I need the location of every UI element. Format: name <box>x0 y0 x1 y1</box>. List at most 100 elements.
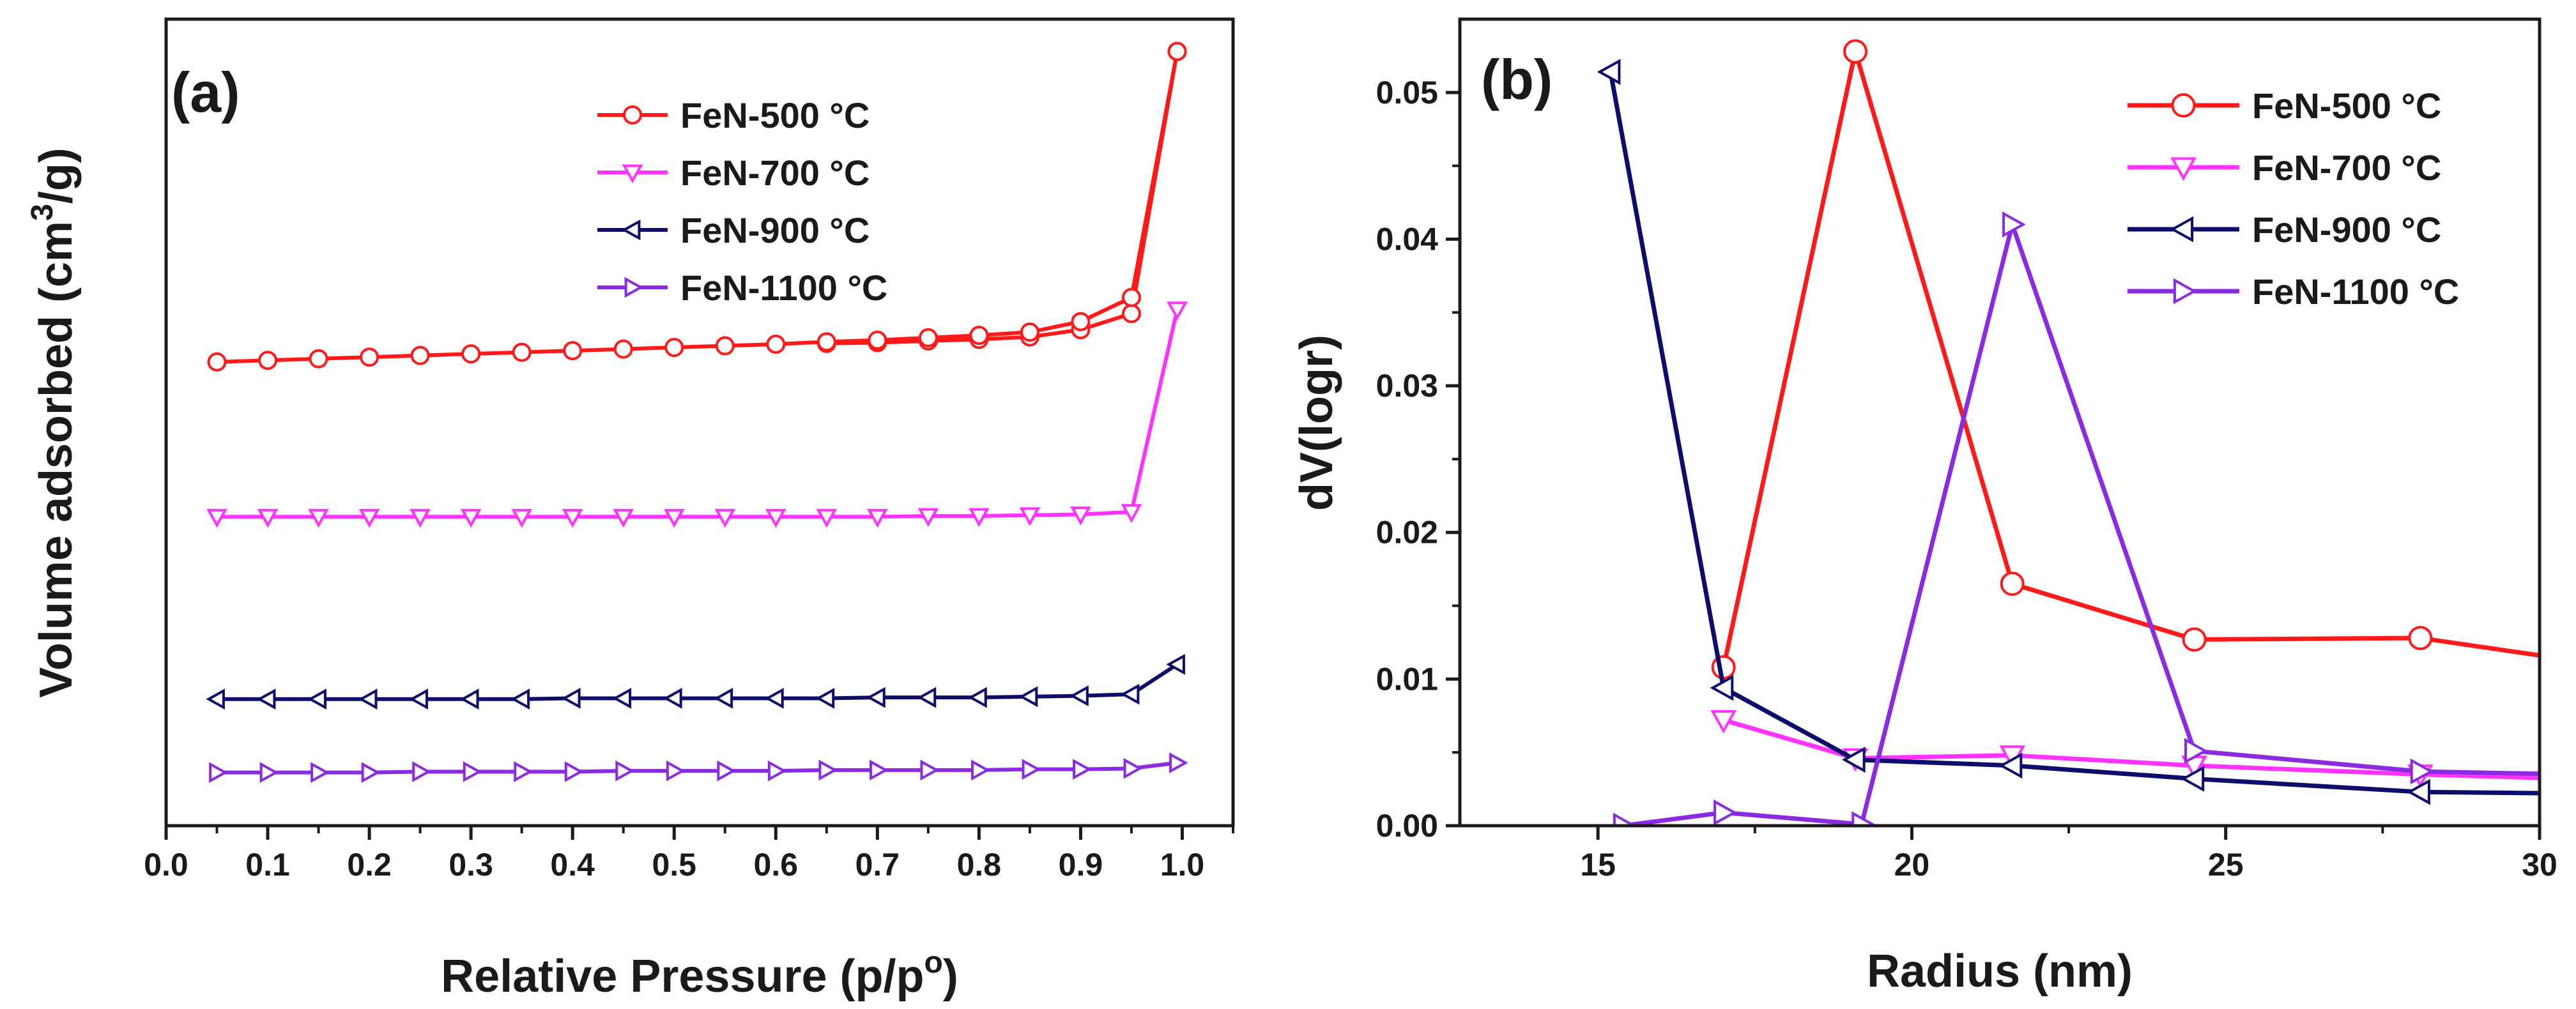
data-point <box>256 688 276 710</box>
legend-entry: FeN-1100 °C <box>2128 271 2459 312</box>
legend-entry: FeN-500 °C <box>2128 86 2441 126</box>
legend-label: FeN-1100 °C <box>680 268 887 308</box>
data-point <box>309 349 328 368</box>
series-fen-1100-c <box>1613 211 2576 826</box>
x-tick-label: 0.9 <box>1059 847 1103 883</box>
x-axis-label-b: Radius (nm) <box>1867 946 2133 997</box>
data-point <box>1020 322 1039 342</box>
legend-entry: FeN-700 °C <box>597 153 870 193</box>
data-point <box>866 687 885 708</box>
series-fen-1100-c <box>209 752 1188 784</box>
data-point <box>615 760 634 782</box>
data-point <box>866 508 888 528</box>
legend-label: FeN-700 °C <box>680 153 870 193</box>
legend-entry: FeN-900 °C <box>597 210 870 250</box>
x-tick-label: 0.1 <box>245 847 290 883</box>
data-point <box>410 345 430 365</box>
data-point <box>1713 799 1737 826</box>
data-point <box>2563 764 2576 785</box>
data-point <box>1022 759 1041 780</box>
data-point <box>563 341 583 361</box>
data-point <box>512 342 532 362</box>
y-axis-label-a: Volume adsorbed (cm3/g) <box>26 148 82 698</box>
series-line <box>1623 222 2540 826</box>
legend-marker <box>622 164 643 184</box>
x-tick-label: 0.8 <box>957 847 1002 883</box>
data-point <box>2560 782 2576 804</box>
legend-marker <box>2170 157 2196 181</box>
y-tick-label: 0.00 <box>1376 808 1438 844</box>
legend-label: FeN-900 °C <box>2252 209 2441 250</box>
data-point <box>562 508 583 528</box>
legend-marker <box>621 219 641 241</box>
legend-label: FeN-900 °C <box>680 210 870 250</box>
data-point <box>1710 710 1737 734</box>
x-tick-label: 0.4 <box>550 847 595 883</box>
series-fen-500-c <box>1711 39 2576 679</box>
data-point <box>2410 758 2434 785</box>
x-tick-label: 0.6 <box>754 847 799 883</box>
x-tick-label: 25 <box>2208 847 2244 883</box>
data-point <box>766 334 786 354</box>
legend-marker <box>2173 278 2197 305</box>
y-tick-label: 0.05 <box>1376 75 1438 110</box>
legend-label: FeN-500 °C <box>2252 86 2441 126</box>
y-tick-label: 0.02 <box>1376 515 1438 550</box>
data-point <box>666 760 686 782</box>
data-point <box>815 688 835 709</box>
data-point <box>307 688 326 710</box>
data-point <box>463 761 482 782</box>
legend-b: FeN-500 °C FeN-700 °C FeN-900 °C FeN-1100 °… <box>2128 86 2459 312</box>
data-point <box>2181 766 2205 792</box>
data-point <box>564 761 584 782</box>
series-fen-900-c <box>1597 59 2576 805</box>
panel-label-a: (a) <box>171 61 240 124</box>
data-point <box>2560 649 2576 671</box>
data-point <box>514 761 533 782</box>
data-point <box>663 688 682 709</box>
data-point <box>1169 752 1188 773</box>
data-point <box>717 760 736 782</box>
data-point <box>1843 39 1868 64</box>
data-point <box>1710 674 1734 701</box>
x-tick-label: 15 <box>1580 847 1616 883</box>
data-point <box>714 688 733 709</box>
chart-panel-b: 15 20 25 30 0.00 0.01 0.02 0.03 0.04 0.05 (b) Rad… <box>1291 17 2576 997</box>
data-point <box>360 347 379 367</box>
y-tick-label: 0.01 <box>1376 661 1438 697</box>
data-point <box>361 762 381 784</box>
data-point <box>358 508 380 528</box>
legend-marker <box>2171 93 2196 118</box>
data-point <box>1070 685 1089 707</box>
data-point <box>663 508 685 528</box>
data-point <box>510 688 530 710</box>
data-point <box>613 339 633 359</box>
data-point <box>1070 506 1091 526</box>
data-point <box>816 508 838 528</box>
y-tick-label: 0.03 <box>1376 368 1438 404</box>
data-point <box>1071 312 1091 331</box>
data-point <box>1166 654 1185 675</box>
legend-label: FeN-700 °C <box>2252 148 2441 188</box>
data-point <box>2407 778 2430 805</box>
data-point <box>358 688 378 710</box>
data-point <box>917 508 939 527</box>
data-point <box>714 508 736 528</box>
legend-marker <box>2170 216 2194 243</box>
legend-a: FeN-500 °C FeN-700 °C FeN-900 °C FeN-1100 °… <box>597 95 887 308</box>
data-point <box>917 687 937 708</box>
data-point <box>1019 507 1041 526</box>
data-point <box>918 328 938 347</box>
data-point <box>258 351 278 370</box>
data-point <box>409 688 429 710</box>
data-point <box>1613 812 1637 826</box>
legend-label: FeN-1100 °C <box>2252 271 2459 312</box>
data-point <box>207 352 227 372</box>
series-fen-900-c <box>206 654 1185 710</box>
y-axis-label-b: dV(logr) <box>1291 335 1342 511</box>
data-point <box>868 330 887 350</box>
data-point <box>664 338 684 358</box>
data-point <box>816 332 836 352</box>
data-point <box>1121 287 1141 307</box>
series-line <box>1722 718 2540 780</box>
